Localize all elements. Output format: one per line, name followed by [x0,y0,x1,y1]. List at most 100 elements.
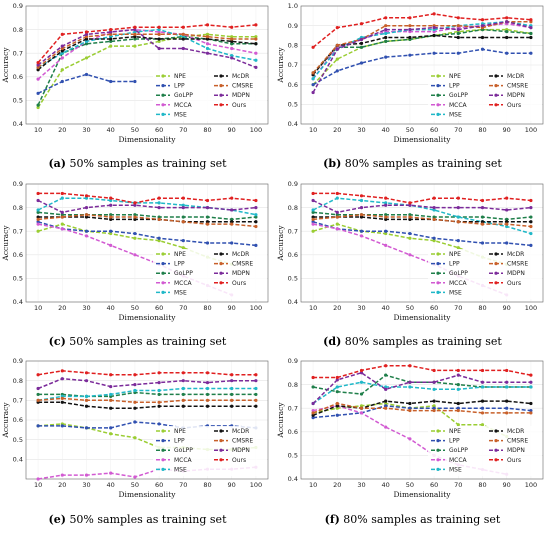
y-tick-label: 0.5 [13,97,23,105]
x-tick-label: 60 [430,481,438,489]
data-point-mcdr [157,404,161,408]
chart-panel-c: 0.4 0.5 0.6 0.7 0.8 0.9 10 20 30 40 50 60 70 80 90 100 D… [0,178,275,356]
data-point-npe [36,229,40,233]
data-point-cmsre [408,408,412,413]
data-point-lpp [432,406,436,410]
x-tick-label: 80 [478,304,486,312]
data-point-golpp [230,392,234,397]
data-point-mcdr [408,35,412,40]
caption-a: (a) 50% samples as training set [0,157,275,170]
legend-label: MSE [174,111,187,118]
data-point-cmsre [84,213,89,217]
data-point-golpp [36,103,40,107]
data-point-mcdr [456,35,460,40]
series-line-lpp [38,421,256,429]
data-point-npe [408,236,412,240]
data-point-ours [456,16,460,20]
series-line-mdpn [312,20,532,93]
data-point-mse [181,203,185,207]
data-point-mcdr [384,35,388,40]
legend-marker [436,271,440,275]
data-point-npe [157,239,161,243]
data-point-golpp [205,215,210,219]
y-tick-label: 0.9 [13,357,23,365]
data-point-mcdr [529,220,533,224]
series-line-ours [37,24,256,64]
chart-panel-d: 0.4 0.5 0.6 0.7 0.8 0.9 10 20 30 40 50 60 70 80 90 100 D… [275,178,550,356]
legend-label: GoLPP [449,447,468,454]
legend-label: NPE [449,73,461,80]
series-line-cmsre [38,213,256,228]
data-point-mcdr [505,399,509,403]
data-point-mcca [384,425,388,429]
data-point-mse [408,385,412,389]
data-point-mcca [60,56,64,60]
legend-label: LPP [174,83,185,90]
legend-label: MCCA [449,457,468,464]
y-tick-label: 0.6 [288,428,298,436]
caption-label: (e) [48,513,66,526]
x-tick-label: 100 [250,126,262,134]
data-point-mcdr [205,404,210,408]
data-point-mcca [84,473,89,477]
legend-marker [436,103,440,107]
legend-marker [219,458,223,462]
data-point-npe [181,246,185,250]
series-line-mcca [312,223,507,296]
legend-marker [494,103,498,107]
data-point-cmsre [359,213,364,217]
data-point-mdpn [205,381,210,385]
legend-marker [494,271,498,275]
y-tick-label: 0.9 [288,180,298,188]
data-point-lpp [230,241,234,245]
data-point-mcdr [432,399,436,403]
data-point-ours [109,373,113,377]
legend-marker [161,290,165,294]
data-point-ours [84,371,89,375]
data-point-ours [359,194,364,198]
series-line-mdpn [37,377,256,390]
legend-label: MDPN [507,92,525,99]
y-tick-label: 1.0 [288,2,298,10]
data-point-npe [133,236,137,240]
data-point-mse [157,201,161,205]
data-point-mcdr [384,217,388,221]
data-point-ours [335,191,339,196]
data-point-npe [133,44,137,48]
data-point-npe [109,231,113,236]
caption-text: 80% samples as training set [344,335,502,348]
data-point-cmsre [133,400,137,404]
legend-marker [161,458,165,462]
data-point-mcca [335,227,339,231]
series-line-ours [313,364,532,379]
legend-marker [436,458,440,462]
series-line-ours [313,192,531,204]
data-point-npe [335,406,339,410]
legend-label: NPE [449,251,461,258]
data-point-mse [109,35,113,39]
x-tick-label: 90 [503,481,511,489]
caption-b: (b) 80% samples as training set [275,157,550,170]
y-tick-label: 0.4 [13,456,23,464]
legend-box [428,249,542,299]
data-point-ours [254,373,258,377]
legend-marker [436,252,440,256]
data-point-mcdr [230,404,234,408]
legend-marker [494,84,498,88]
x-tick-label: 10 [34,481,42,489]
legend-label: MSE [174,466,187,473]
series-line-mse [37,28,257,69]
data-point-lpp [456,406,460,410]
series-line-cmsre [312,20,531,74]
data-point-lpp [529,243,533,247]
data-point-lpp [109,426,113,430]
data-point-ours [456,368,460,373]
data-point-mse [254,213,258,217]
data-point-mse [181,35,185,39]
y-tick-label: 0.8 [288,42,298,50]
data-point-mcdr [505,35,509,40]
legend-marker [436,93,440,97]
legend-marker [436,84,440,88]
series-line-lpp [37,73,135,94]
data-point-cmsre [157,217,161,221]
